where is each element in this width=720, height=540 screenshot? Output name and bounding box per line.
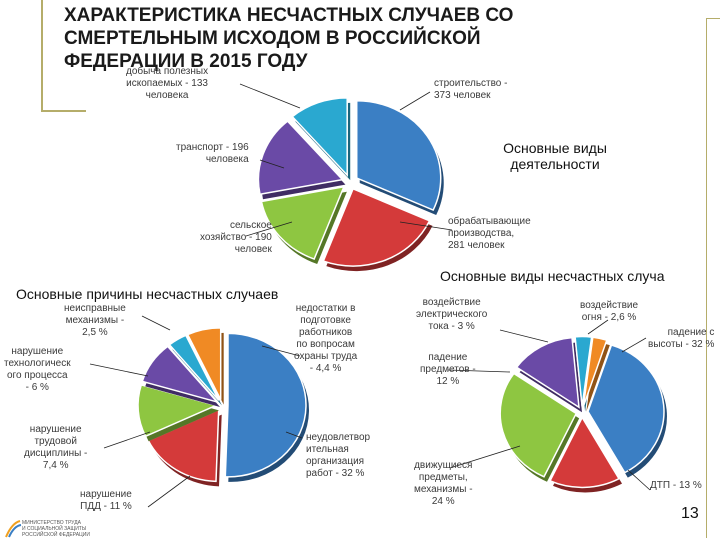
frame-line-right-top	[706, 18, 720, 19]
leader-line-6	[285, 431, 303, 439]
pie-slice-fall-from-height	[587, 344, 665, 474]
leader-line-10	[141, 315, 171, 331]
leader-line-12	[447, 369, 511, 373]
leader-line-1	[399, 91, 431, 111]
label-process-violation: нарушение технологическ ого процесса - 6…	[4, 346, 71, 393]
pie-activities	[257, 97, 444, 272]
label-faulty-mechanisms: неисправные механизмы - 2,5 %	[64, 303, 126, 338]
label-moving-objects: движущиеся предметы, механизмы - 24 %	[414, 460, 473, 507]
leader-lines	[89, 83, 651, 508]
label-transport: транспорт - 196 человека	[176, 142, 249, 165]
leader-line-16	[449, 445, 521, 469]
pie-slice-manufacturing	[322, 187, 431, 267]
frame-line-left-foot	[41, 110, 86, 112]
chart-title-activities: Основные виды деятельности	[503, 140, 607, 172]
label-agriculture: сельское хозяйство - 190 человек	[200, 220, 272, 255]
label-training-deficiencies: недостатки в подготовке работников по во…	[294, 303, 358, 374]
chart-title-causes: Основные причины несчастных случаев	[16, 286, 279, 302]
frame-line-left	[41, 0, 43, 110]
leader-line-0	[239, 83, 301, 109]
pie-slice-shadow-fire	[586, 342, 610, 412]
leader-line-13	[621, 337, 647, 353]
pie-slice-electric-current	[574, 335, 593, 407]
page-title: ХАРАКТЕРИСТИКА НЕСЧАСТНЫХ СЛУЧАЕВ СО СМЕ…	[64, 5, 514, 72]
pie-slice-construction	[355, 99, 442, 211]
label-falling-objects: падение предметов - 12 %	[420, 352, 476, 387]
leader-line-9	[89, 363, 149, 377]
label-fall-from-height: падение с высоты - 32 %	[648, 327, 715, 350]
pie-slice-process-violation	[141, 345, 220, 404]
leader-line-7	[147, 475, 191, 508]
leader-line-2	[399, 221, 453, 231]
label-road-accident: ДТП - 13 %	[650, 480, 702, 491]
pie-slice-road-accident	[548, 415, 621, 489]
ministry-logo-icon	[5, 520, 22, 538]
leader-line-5	[261, 345, 301, 357]
pie-accident-types	[499, 335, 667, 493]
pie-slice-agriculture	[260, 185, 346, 260]
pie-slice-mining	[291, 97, 348, 177]
label-fire: воздействие огня - 2,6 %	[580, 300, 639, 323]
pie-slice-poor-organization	[224, 332, 307, 478]
leader-line-14	[587, 319, 609, 335]
chart-title-accident-types: Основные виды несчастных случа	[440, 268, 665, 284]
label-poor-organization: неудовлетвор ительная организация работ …	[306, 432, 371, 479]
leader-line-4	[245, 221, 293, 237]
label-traffic-violation: нарушение ПДД - 11 %	[80, 489, 132, 512]
pie-slice-falling-objects	[515, 336, 580, 409]
page-number: 13	[681, 505, 699, 522]
pie-slice-training-deficiencies	[186, 327, 222, 400]
pie-slice-traffic-violation	[147, 408, 220, 483]
label-electric-current: воздействие электрического тока - 3 %	[416, 297, 488, 332]
frame-line-right	[706, 18, 707, 538]
pie-causes	[137, 327, 309, 487]
label-construction: строительство - 373 человек	[434, 78, 508, 101]
pie-slice-transport	[257, 120, 344, 196]
ministry-logo-text: МИНИСТЕРСТВО ТРУДА И СОЦИАЛЬНОЙ ЗАЩИТЫ Р…	[22, 520, 90, 538]
pie-slice-fire	[582, 336, 608, 407]
pie-slice-faulty-mechanisms	[168, 334, 220, 401]
leader-line-8	[103, 431, 151, 449]
label-mining: добыча полезных ископаемых - 133 человек…	[126, 66, 209, 101]
pie-slice-discipline-violation	[137, 383, 219, 438]
label-manufacturing: обрабатывающие производства, 281 человек	[448, 216, 531, 251]
leader-line-11	[499, 329, 549, 343]
label-discipline-violation: нарушение трудовой дисциплины - 7,4 %	[24, 424, 88, 471]
leader-line-15	[627, 469, 651, 491]
pie-slice-moving-objects	[499, 372, 578, 478]
leader-line-3	[259, 159, 285, 169]
